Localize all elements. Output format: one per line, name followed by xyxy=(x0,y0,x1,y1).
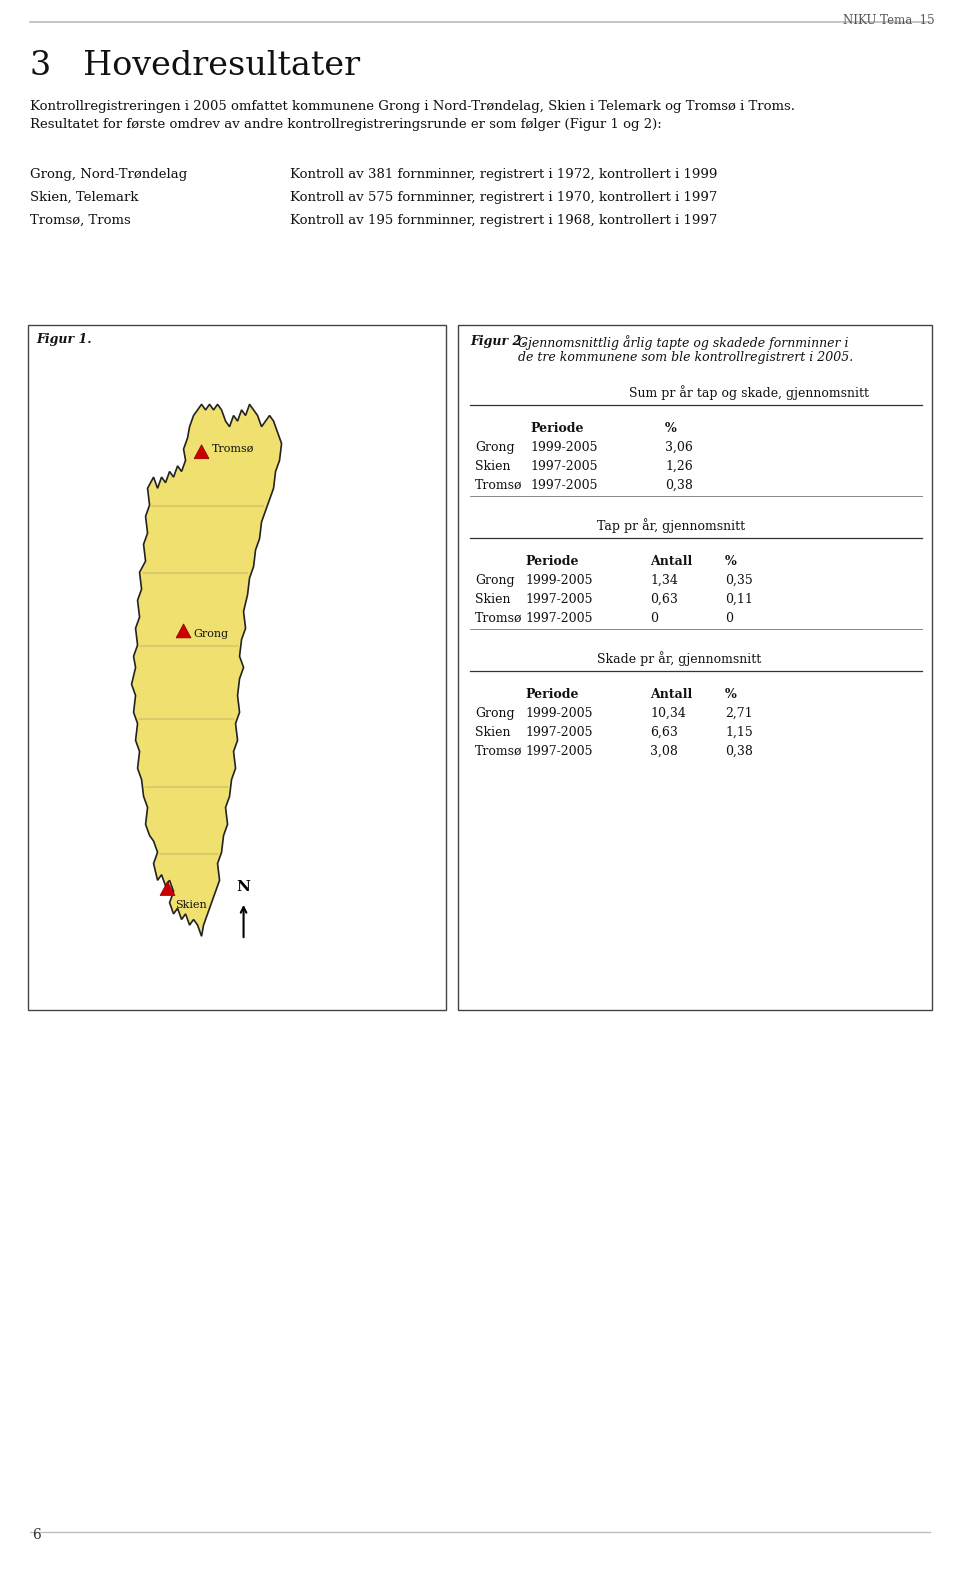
Text: 1999-2005: 1999-2005 xyxy=(525,706,592,721)
Text: 3,06: 3,06 xyxy=(665,441,693,454)
Polygon shape xyxy=(176,623,191,637)
Text: Sum pr år tap og skade, gjennomsnitt: Sum pr år tap og skade, gjennomsnitt xyxy=(629,385,869,400)
Text: Skien, Telemark: Skien, Telemark xyxy=(30,192,138,204)
Text: 1997-2005: 1997-2005 xyxy=(525,593,592,606)
Text: Skien: Skien xyxy=(475,593,511,606)
Text: de tre kommunene som ble kontrollregistrert i 2005.: de tre kommunene som ble kontrollregistr… xyxy=(518,352,853,364)
Text: 0: 0 xyxy=(650,612,658,625)
Text: 2,71: 2,71 xyxy=(725,706,753,721)
Text: 6: 6 xyxy=(32,1528,40,1542)
Text: Figur 1.: Figur 1. xyxy=(36,333,91,345)
Text: 1997-2005: 1997-2005 xyxy=(525,725,592,739)
Text: Tromsø: Tromsø xyxy=(475,746,522,758)
Text: Skien: Skien xyxy=(475,725,511,739)
Text: Grong: Grong xyxy=(194,630,228,639)
Text: 0,38: 0,38 xyxy=(725,746,753,758)
Text: Tromsø, Troms: Tromsø, Troms xyxy=(30,214,131,228)
Text: 3,08: 3,08 xyxy=(650,746,678,758)
Text: Grong: Grong xyxy=(475,706,515,721)
Text: Periode: Periode xyxy=(525,688,579,700)
Text: 1999-2005: 1999-2005 xyxy=(525,575,592,587)
Text: 0,11: 0,11 xyxy=(725,593,753,606)
Bar xyxy=(28,325,446,1010)
Text: 0,63: 0,63 xyxy=(650,593,678,606)
Text: Gjennomsnittlig årlig tapte og skadede fornminner i: Gjennomsnittlig årlig tapte og skadede f… xyxy=(518,334,849,350)
Text: %: % xyxy=(665,422,677,435)
Text: 1997-2005: 1997-2005 xyxy=(530,479,597,491)
Text: 1,34: 1,34 xyxy=(650,575,678,587)
Text: Skien: Skien xyxy=(475,460,511,473)
Text: 1999-2005: 1999-2005 xyxy=(530,441,597,454)
Text: Tap pr år, gjennomsnitt: Tap pr år, gjennomsnitt xyxy=(597,518,745,532)
Text: Skade pr år, gjennomsnitt: Skade pr år, gjennomsnitt xyxy=(597,652,761,666)
Text: %: % xyxy=(725,556,736,568)
Text: 1997-2005: 1997-2005 xyxy=(530,460,597,473)
Text: Kontroll av 381 fornminner, registrert i 1972, kontrollert i 1999: Kontroll av 381 fornminner, registrert i… xyxy=(290,168,717,181)
Text: Periode: Periode xyxy=(525,556,579,568)
Text: 1997-2005: 1997-2005 xyxy=(525,746,592,758)
Text: Figur 2.: Figur 2. xyxy=(470,334,526,349)
Text: Grong: Grong xyxy=(475,575,515,587)
Text: NIKU Tema  15: NIKU Tema 15 xyxy=(844,14,935,27)
Text: Antall: Antall xyxy=(650,556,692,568)
Text: 0,38: 0,38 xyxy=(665,479,693,491)
Text: 0: 0 xyxy=(725,612,733,625)
Text: Skien: Skien xyxy=(176,901,207,911)
Text: 10,34: 10,34 xyxy=(650,706,685,721)
Text: Grong: Grong xyxy=(475,441,515,454)
Polygon shape xyxy=(132,405,281,936)
Text: Grong, Nord-Trøndelag: Grong, Nord-Trøndelag xyxy=(30,168,187,181)
Text: Kontroll av 195 fornminner, registrert i 1968, kontrollert i 1997: Kontroll av 195 fornminner, registrert i… xyxy=(290,214,717,228)
Text: 3   Hovedresultater: 3 Hovedresultater xyxy=(30,50,360,82)
Text: Tromsø: Tromsø xyxy=(211,444,254,454)
Text: 1,15: 1,15 xyxy=(725,725,753,739)
Text: Antall: Antall xyxy=(650,688,692,700)
Text: Periode: Periode xyxy=(530,422,584,435)
Polygon shape xyxy=(194,444,209,458)
Text: Tromsø: Tromsø xyxy=(475,612,522,625)
Text: N: N xyxy=(236,881,251,893)
Text: %: % xyxy=(725,688,736,700)
Text: 1,26: 1,26 xyxy=(665,460,693,473)
Text: Kontrollregistreringen i 2005 omfattet kommunene Grong i Nord-Trøndelag, Skien i: Kontrollregistreringen i 2005 omfattet k… xyxy=(30,100,795,113)
Text: Resultatet for første omdrev av andre kontrollregistreringsrunde er som følger (: Resultatet for første omdrev av andre ko… xyxy=(30,118,661,130)
Text: 1997-2005: 1997-2005 xyxy=(525,612,592,625)
Polygon shape xyxy=(160,881,175,895)
Text: Kontroll av 575 fornminner, registrert i 1970, kontrollert i 1997: Kontroll av 575 fornminner, registrert i… xyxy=(290,192,717,204)
Text: Tromsø: Tromsø xyxy=(475,479,522,491)
Text: 0,35: 0,35 xyxy=(725,575,753,587)
Bar xyxy=(458,325,932,1010)
Text: 6,63: 6,63 xyxy=(650,725,678,739)
